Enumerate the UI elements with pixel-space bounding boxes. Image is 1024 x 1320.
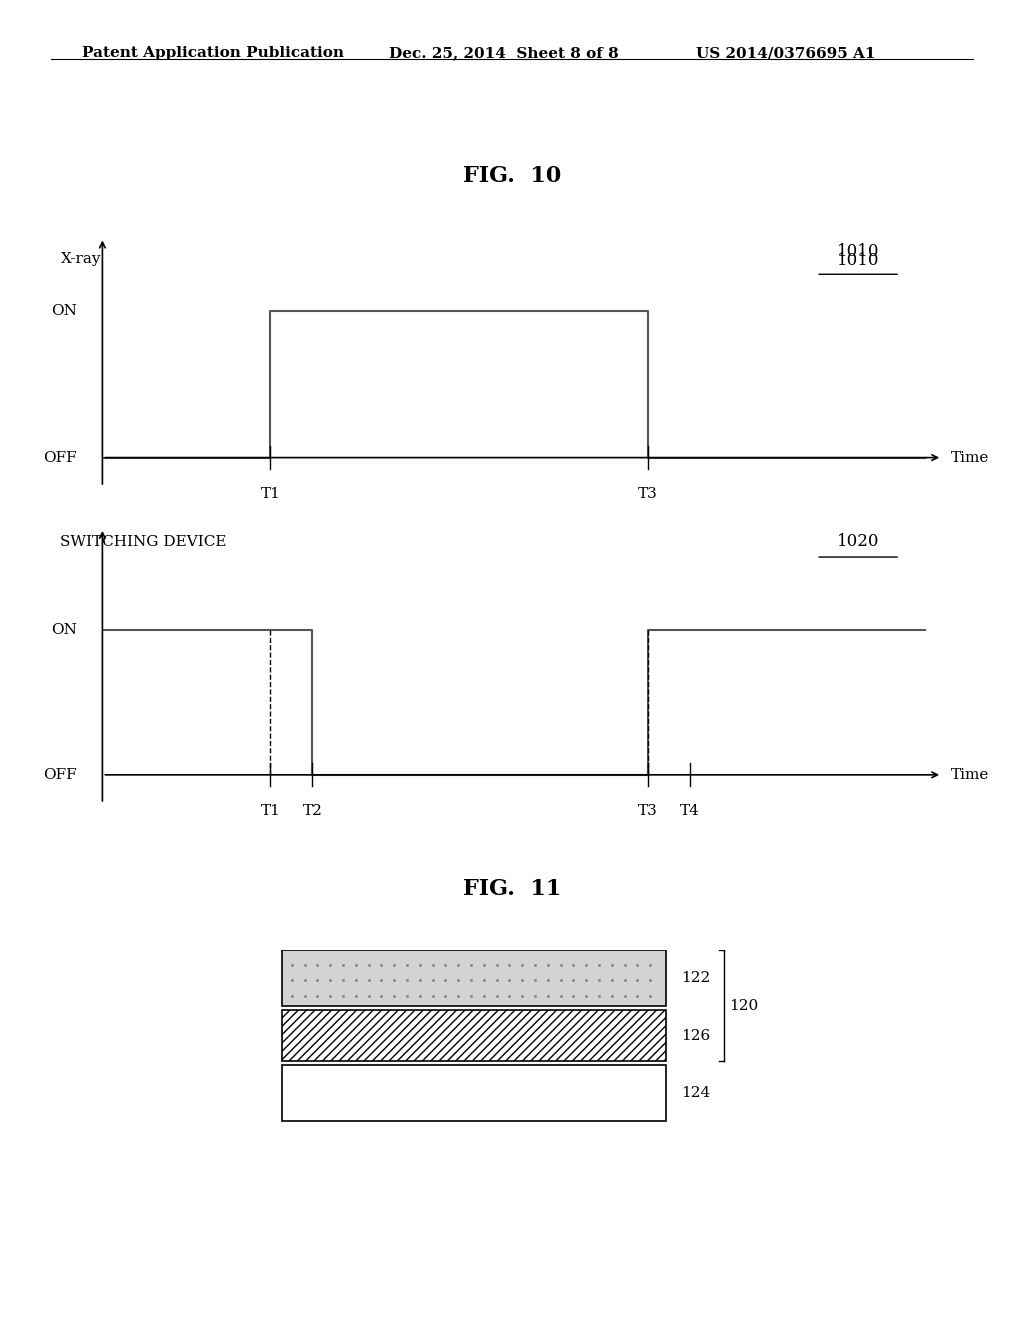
Text: OFF: OFF xyxy=(44,768,77,781)
FancyBboxPatch shape xyxy=(282,1010,666,1061)
Text: Dec. 25, 2014  Sheet 8 of 8: Dec. 25, 2014 Sheet 8 of 8 xyxy=(389,46,618,61)
Text: 1020: 1020 xyxy=(837,533,880,549)
Text: FIG.  10: FIG. 10 xyxy=(463,165,561,187)
Text: ON: ON xyxy=(51,304,77,318)
Text: 124: 124 xyxy=(681,1086,711,1100)
FancyBboxPatch shape xyxy=(282,1065,666,1121)
Text: X-ray: X-ray xyxy=(60,252,101,267)
Text: T4: T4 xyxy=(680,804,700,818)
Text: Patent Application Publication: Patent Application Publication xyxy=(82,46,344,61)
Text: FIG.  11: FIG. 11 xyxy=(463,878,561,900)
Text: T3: T3 xyxy=(638,487,658,500)
Text: T2: T2 xyxy=(302,804,323,818)
Text: US 2014/0376695 A1: US 2014/0376695 A1 xyxy=(696,46,876,61)
Text: OFF: OFF xyxy=(44,450,77,465)
Text: SWITCHING DEVICE: SWITCHING DEVICE xyxy=(60,536,227,549)
Text: 1010: 1010 xyxy=(837,252,880,269)
Text: 1010: 1010 xyxy=(837,243,880,260)
Text: 126: 126 xyxy=(681,1028,711,1043)
Text: 120: 120 xyxy=(729,999,759,1012)
Text: T1: T1 xyxy=(260,804,281,818)
Text: 122: 122 xyxy=(681,972,711,985)
FancyBboxPatch shape xyxy=(282,950,666,1006)
Text: T3: T3 xyxy=(638,804,658,818)
Text: T1: T1 xyxy=(260,487,281,500)
Text: Time: Time xyxy=(950,768,989,781)
Text: Time: Time xyxy=(950,450,989,465)
Text: ON: ON xyxy=(51,623,77,636)
